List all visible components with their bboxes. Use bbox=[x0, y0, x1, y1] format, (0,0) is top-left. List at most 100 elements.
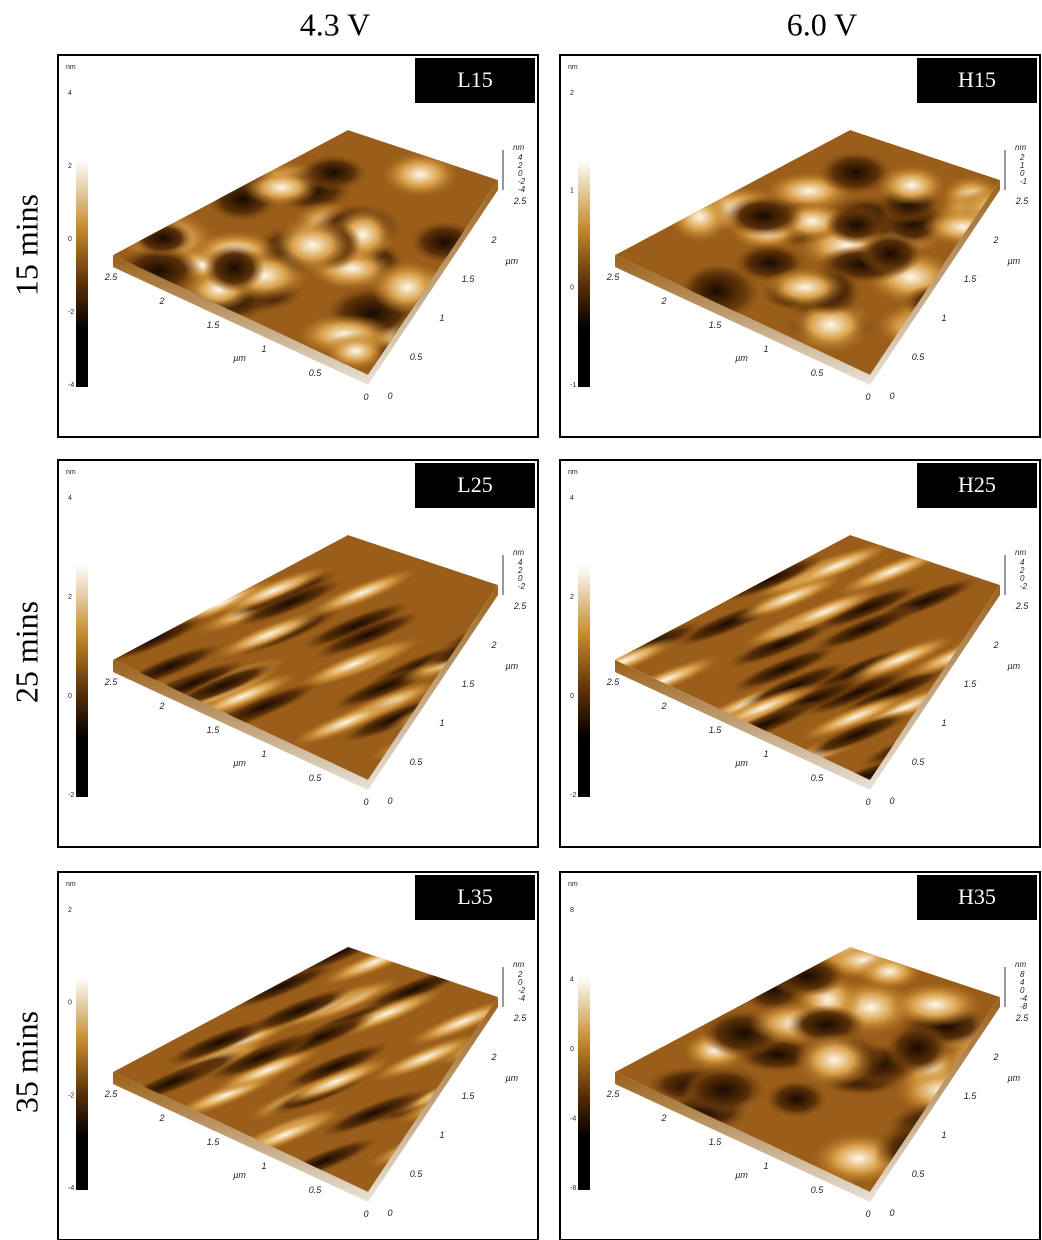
surface-feature bbox=[765, 1080, 828, 1118]
row-header: 35 mins bbox=[8, 1011, 44, 1113]
x-tick-label: 0 bbox=[865, 797, 870, 807]
colorbar-tick-label: -2 bbox=[68, 1092, 74, 1099]
x-tick-label: 0.5 bbox=[811, 368, 825, 378]
colorbar-tick-label: 1 bbox=[570, 187, 574, 194]
x-tick-label: 1 bbox=[763, 344, 768, 354]
surface-feature bbox=[885, 1022, 949, 1074]
column-header: 6.0 V bbox=[787, 6, 858, 42]
panel-label: H35 bbox=[958, 884, 996, 909]
x-tick-label: 2 bbox=[158, 296, 164, 306]
y-axis-unit: µm bbox=[506, 1073, 519, 1083]
figure: 4.3 V 6.0 V 15 mins 25 mins 35 mins L15n… bbox=[0, 0, 1042, 1240]
y-tick-label: 2 bbox=[992, 235, 998, 245]
x-tick-label: 1.5 bbox=[709, 725, 723, 735]
colorbar-tick-label: 4 bbox=[68, 90, 72, 97]
x-tick-label: 0 bbox=[363, 797, 368, 807]
colorbar-tick-label: -2 bbox=[570, 792, 576, 799]
y-tick-label: 0 bbox=[387, 1208, 392, 1218]
y-tick-label: 0 bbox=[889, 796, 894, 806]
z-unit: nm bbox=[513, 548, 524, 557]
y-axis-unit: µm bbox=[1008, 1073, 1021, 1083]
y-axis-unit: µm bbox=[1008, 661, 1021, 671]
y-tick-label: 0 bbox=[387, 796, 392, 806]
x-tick-label: 2.5 bbox=[606, 1089, 621, 1099]
y-tick-label: 2.5 bbox=[513, 196, 528, 206]
z-unit: nm bbox=[1015, 143, 1026, 152]
y-tick-label: 2.5 bbox=[513, 1013, 528, 1023]
y-axis-unit: µm bbox=[506, 256, 519, 266]
y-tick-label: 2 bbox=[992, 640, 998, 650]
surface-feature bbox=[681, 1065, 767, 1115]
y-tick-label: 1.5 bbox=[462, 1091, 476, 1101]
colorbar-tick-label: 4 bbox=[570, 977, 574, 984]
afm-panel: L35nm20-2-4nm20-2-42.521.510.50µm00.511.… bbox=[58, 872, 628, 1240]
y-tick-label: 2 bbox=[992, 1052, 998, 1062]
y-tick-label: 0.5 bbox=[410, 352, 424, 362]
colorbar-tick-label: 4 bbox=[68, 495, 72, 502]
x-tick-label: 0.5 bbox=[309, 1185, 323, 1195]
x-tick-label: 1 bbox=[763, 749, 768, 759]
x-tick-label: 1 bbox=[261, 749, 266, 759]
panel-label: L15 bbox=[457, 67, 492, 92]
y-tick-label: 1.5 bbox=[462, 274, 476, 284]
x-tick-label: 0 bbox=[865, 1209, 870, 1219]
y-tick-label: 2.5 bbox=[513, 601, 528, 611]
x-tick-label: 2 bbox=[158, 1113, 164, 1123]
x-axis-unit: µm bbox=[735, 758, 748, 768]
x-tick-label: 2 bbox=[660, 1113, 666, 1123]
colorbar-unit: nm bbox=[66, 469, 76, 476]
colorbar bbox=[578, 977, 590, 1190]
colorbar-tick-label: -2 bbox=[68, 792, 74, 799]
row-header: 15 mins bbox=[8, 194, 44, 296]
z-tick-label: -1 bbox=[1020, 177, 1027, 186]
surface-feature bbox=[724, 195, 803, 237]
y-tick-label: 2.5 bbox=[1015, 196, 1030, 206]
y-tick-label: 0 bbox=[889, 1208, 894, 1218]
y-tick-label: 2 bbox=[490, 235, 496, 245]
x-tick-label: 1.5 bbox=[207, 1137, 221, 1147]
x-axis-unit: µm bbox=[735, 1170, 748, 1180]
y-tick-label: 1.5 bbox=[964, 1091, 978, 1101]
y-tick-label: 1 bbox=[439, 1130, 444, 1140]
colorbar-tick-label: -4 bbox=[570, 1116, 576, 1123]
colorbar-tick-label: 0 bbox=[570, 1046, 574, 1053]
column-header: 4.3 V bbox=[300, 6, 371, 42]
colorbar-tick-label: 2 bbox=[68, 907, 72, 914]
x-axis-unit: µm bbox=[233, 1170, 246, 1180]
colorbar-tick-label: -1 bbox=[570, 382, 576, 389]
colorbar bbox=[578, 565, 590, 797]
afm-panel: H25nm420-2nm420-22.521.510.50µm00.511.52… bbox=[560, 460, 1042, 847]
colorbar-tick-label: 4 bbox=[570, 495, 574, 502]
colorbar-tick-label: 2 bbox=[570, 90, 574, 97]
colorbar-tick-label: 2 bbox=[68, 163, 72, 170]
colorbar-tick-label: -4 bbox=[68, 382, 74, 389]
x-axis-unit: µm bbox=[735, 353, 748, 363]
colorbar-tick-label: 0 bbox=[68, 693, 72, 700]
x-tick-label: 0.5 bbox=[811, 1185, 825, 1195]
surface-feature bbox=[764, 267, 847, 307]
colorbar-unit: nm bbox=[568, 881, 578, 888]
z-unit: nm bbox=[1015, 960, 1026, 969]
z-tick-label: -4 bbox=[518, 994, 526, 1003]
colorbar bbox=[76, 160, 88, 387]
colorbar-tick-label: 0 bbox=[570, 285, 574, 292]
z-tick-label: -4 bbox=[518, 185, 526, 194]
colorbar-unit: nm bbox=[66, 64, 76, 71]
afm-panel: H35nm840-4-8nm840-4-82.521.510.50µm00.51… bbox=[560, 872, 1042, 1240]
y-tick-label: 2 bbox=[490, 640, 496, 650]
z-tick-label: -8 bbox=[1020, 1002, 1028, 1011]
y-tick-label: 0.5 bbox=[912, 352, 926, 362]
y-tick-label: 0 bbox=[387, 391, 392, 401]
z-unit: nm bbox=[513, 960, 524, 969]
y-axis-unit: µm bbox=[506, 661, 519, 671]
x-tick-label: 0.5 bbox=[309, 368, 323, 378]
colorbar-unit: nm bbox=[66, 881, 76, 888]
x-tick-label: 2.5 bbox=[104, 677, 119, 687]
colorbar-tick-label: 0 bbox=[68, 236, 72, 243]
surface-feature bbox=[795, 1033, 874, 1088]
x-tick-label: 2.5 bbox=[606, 677, 621, 687]
x-tick-label: 0.5 bbox=[309, 773, 323, 783]
x-tick-label: 1.5 bbox=[709, 320, 723, 330]
colorbar bbox=[76, 977, 88, 1190]
y-tick-label: 1.5 bbox=[964, 679, 978, 689]
